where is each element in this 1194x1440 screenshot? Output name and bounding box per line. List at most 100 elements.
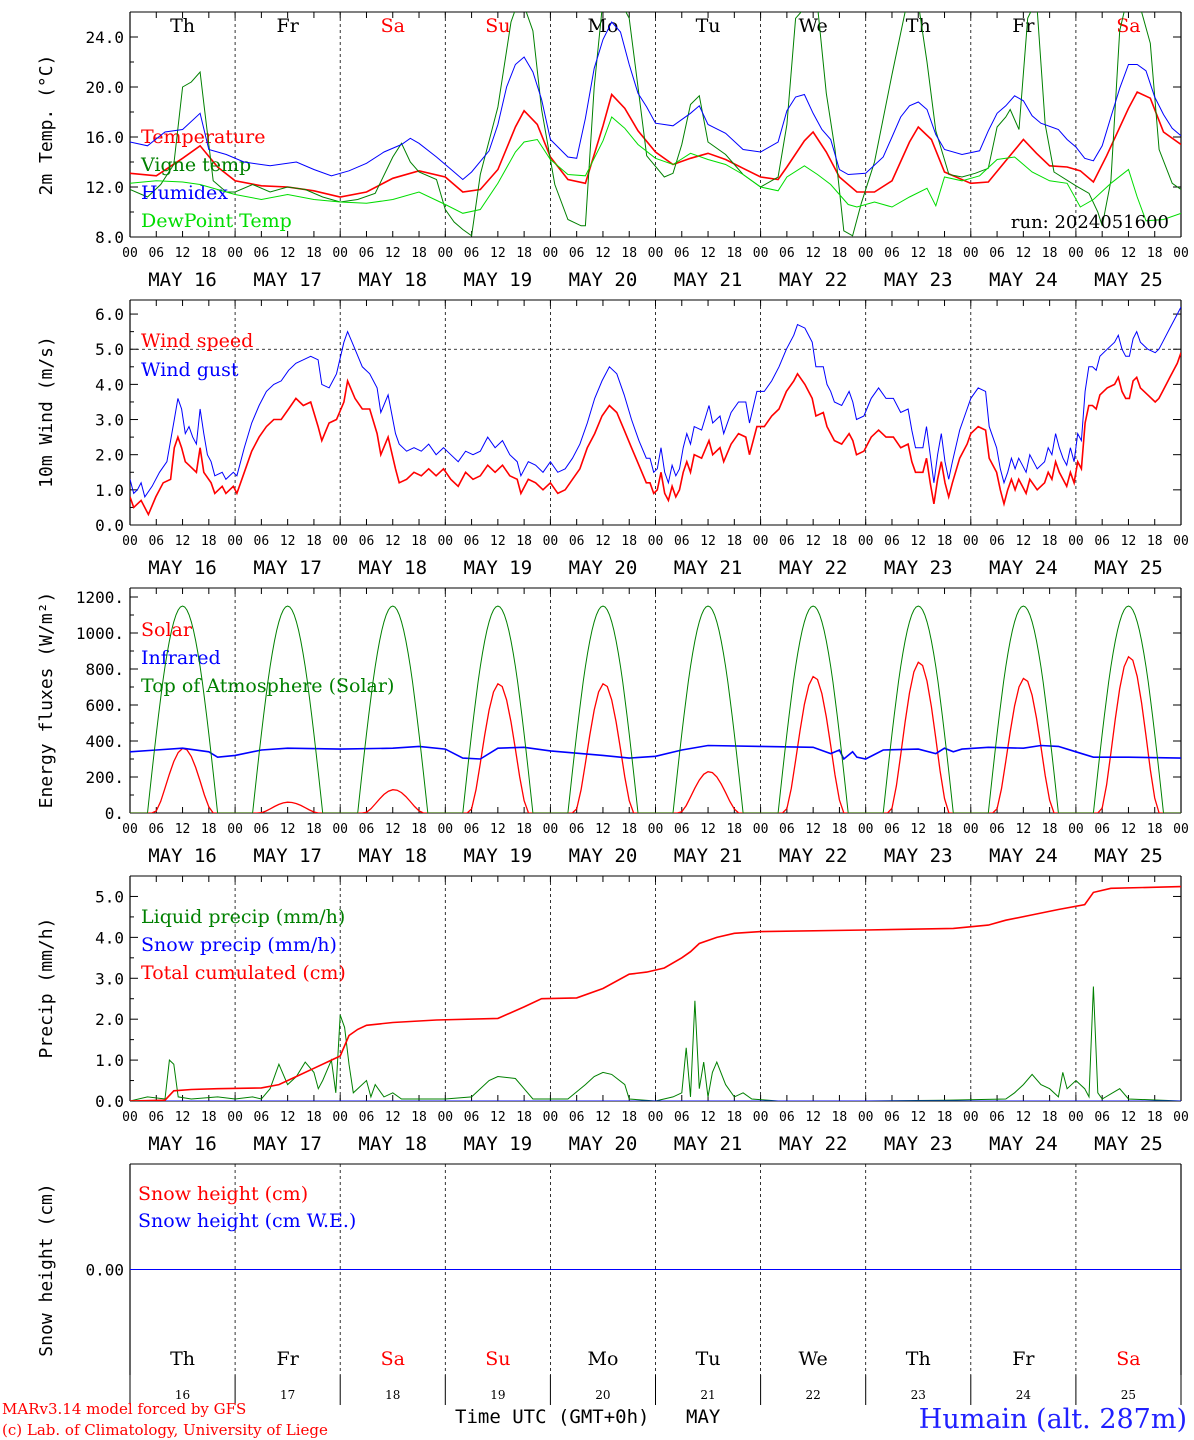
x-tick-label: 06 [884,1110,900,1125]
date-label: MAY 21 [674,557,743,579]
series-line [130,744,1181,761]
station-name: Humain (alt. 287m) [919,1404,1187,1435]
x-tick-label: 06 [1094,1110,1110,1125]
x-tick-label: 12 [280,246,296,261]
panel-5: 16 17 18 19 20 21 22 23 24 25 Th Fr Sa Su Mo Tu We Th Fr Sa… [36,1163,1182,1405]
y-tick-label: 600. [85,696,124,715]
x-tick-label: 06 [148,822,164,837]
day-number-label: 25 [1121,1388,1136,1402]
series-line [130,116,1181,222]
x-tick-label: 00 [332,822,348,837]
date-label: MAY 17 [253,1133,322,1155]
x-tick-label: 06 [148,534,164,549]
x-tick-label: 00 [437,822,453,837]
x-tick-label: 06 [359,534,375,549]
x-tick-label: 12 [910,246,926,261]
x-tick-label: 06 [779,1110,795,1125]
weekday-label: We [799,1348,828,1370]
y-tick-label: 0.0 [95,516,124,535]
x-tick-label: 00 [1068,822,1084,837]
x-tick-label: 18 [1147,246,1163,261]
legend-label: Humidex [141,182,228,204]
y-tick-label: 200. [85,768,124,787]
x-tick-label: 18 [201,822,217,837]
day-number-label: 17 [280,1388,295,1402]
y-tick-label: 3.0 [95,411,124,430]
date-label: MAY 25 [1094,845,1163,867]
x-tick-label: 12 [700,246,716,261]
date-label: MAY 17 [253,557,322,579]
x-tick-label: 00 [122,822,138,837]
weekday-label: We [799,15,828,37]
panel-1: 00 06 12 18 00 06 12 18 00 06 12 18 00 06 12 18 00 06 12 18… [36,11,1189,291]
x-tick-label: 06 [1094,246,1110,261]
x-tick-label: 18 [1042,534,1058,549]
x-tick-label: 18 [1042,1110,1058,1125]
x-tick-label: 00 [753,246,769,261]
series-line [130,986,1181,1101]
x-tick-label: 12 [175,822,191,837]
y-axis-label: Snow height (cm) [36,1183,57,1356]
x-tick-label: 06 [254,246,270,261]
y-tick-label: 800. [85,660,124,679]
x-tick-label: 06 [464,822,480,837]
x-tick-label: 18 [1147,1110,1163,1125]
x-tick-label: 12 [385,822,401,837]
x-tick-label: 00 [858,1110,874,1125]
date-label: MAY 21 [674,269,743,291]
x-tick-label: 18 [726,534,742,549]
day-number-label: 20 [595,1388,610,1402]
x-tick-label: 00 [332,534,348,549]
x-tick-label: 00 [648,534,664,549]
x-tick-label: 18 [937,822,953,837]
x-tick-label: 00 [648,246,664,261]
day-number-label: 18 [385,1388,400,1402]
x-tick-label: 06 [569,822,585,837]
x-tick-label: 06 [569,1110,585,1125]
x-tick-label: 12 [385,246,401,261]
date-label: MAY 16 [148,269,217,291]
series-line [130,90,1181,198]
x-tick-label: 00 [227,822,243,837]
x-tick-label: 12 [280,1110,296,1125]
x-tick-label: 06 [674,534,690,549]
x-tick-label: 12 [595,1110,611,1125]
x-tick-label: 18 [1042,822,1058,837]
y-axis-label: Precip (mm/h) [36,918,57,1059]
series-line [130,352,1181,517]
run-annotation: run: 2024051600 [1011,212,1169,233]
y-tick-label: 4.0 [95,928,124,947]
x-tick-label: 00 [963,1110,979,1125]
x-tick-label: 00 [858,534,874,549]
x-tick-label: 18 [1147,534,1163,549]
y-tick-label: 1200. [76,588,124,607]
x-tick-label: 06 [674,822,690,837]
weekday-label: Fr [277,15,300,37]
x-tick-label: 00 [543,822,559,837]
x-tick-label: 00 [1173,1110,1189,1125]
legend-label: Top of Atmosphere (Solar) [141,675,394,697]
series-line [130,21,1181,181]
date-label: MAY 20 [569,269,638,291]
day-number-label: 23 [911,1388,926,1402]
x-tick-label: 18 [411,1110,427,1125]
y-tick-label: 4.0 [95,375,124,394]
legend-label: Snow height (cm W.E.) [138,1210,356,1232]
weekday-label: Fr [1012,15,1035,37]
y-axis-label: 2m Temp. (°C) [36,55,57,196]
x-tick-label: 06 [884,822,900,837]
legend-label: DewPoint Temp [141,210,292,232]
y-tick-label: 0.00 [85,1261,124,1280]
x-tick-label: 18 [201,1110,217,1125]
y-tick-label: 16.0 [85,128,124,147]
x-tick-label: 00 [1068,246,1084,261]
x-tick-label: 18 [411,822,427,837]
y-tick-label: 20.0 [85,78,124,97]
y-tick-label: 1000. [76,624,124,643]
x-tick-label: 00 [437,246,453,261]
legend-label: Wind speed [141,330,253,352]
x-tick-label: 06 [359,822,375,837]
date-label: MAY 22 [779,845,848,867]
y-tick-label: 24.0 [85,28,124,47]
x-tick-label: 00 [1173,822,1189,837]
